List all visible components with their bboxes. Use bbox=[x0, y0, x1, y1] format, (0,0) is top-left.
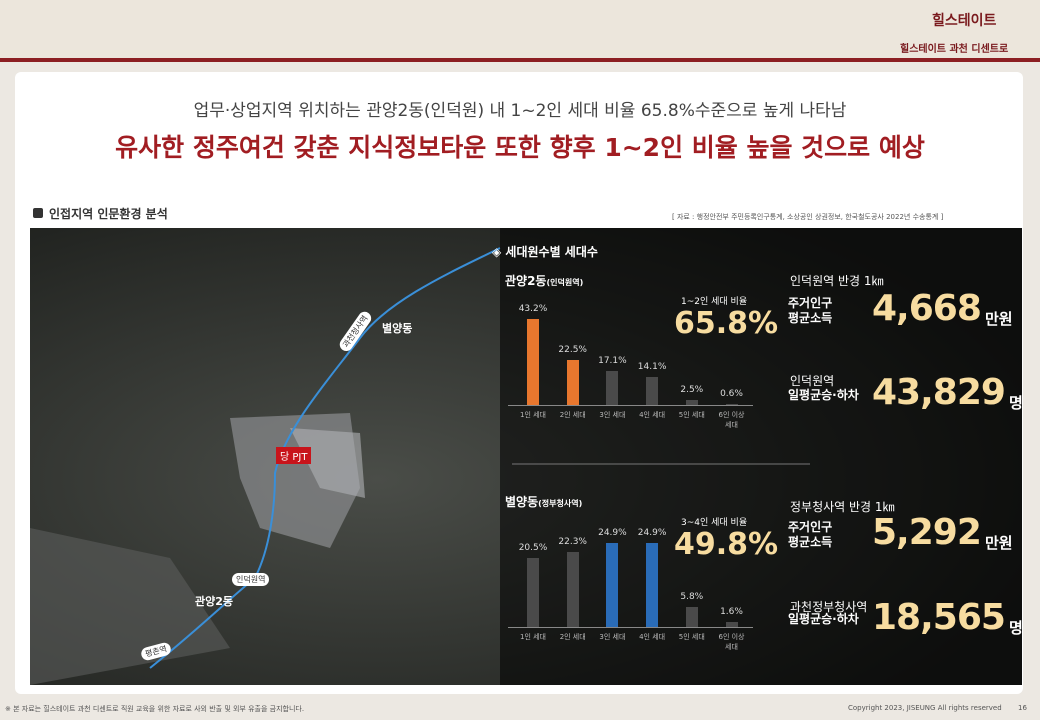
value-label: 24.9% bbox=[598, 528, 627, 539]
map-label: 별양동 bbox=[382, 322, 413, 335]
map-label: 당 PJT bbox=[276, 447, 312, 464]
section-title: 인접지역 인문환경 분석 bbox=[49, 207, 168, 221]
category-label: 2인 세대 bbox=[559, 411, 586, 419]
value-label: 24.9% bbox=[637, 528, 667, 539]
stat-label: 일평균승·하차 bbox=[788, 388, 859, 402]
chart-title: 관양2동(인덕원역) bbox=[505, 274, 584, 288]
bar bbox=[566, 551, 579, 627]
category-label: 3인 세대 bbox=[599, 411, 626, 419]
baseline bbox=[508, 405, 753, 406]
stat-unit: 명 bbox=[1009, 394, 1023, 412]
stat-unit: 만원 bbox=[985, 310, 1013, 328]
category-label: 6인 이상 세대 bbox=[718, 633, 745, 651]
map-label: 인덕원역 bbox=[232, 573, 270, 586]
value-label: 1.6% bbox=[720, 606, 743, 617]
value-label: 5.8% bbox=[680, 592, 704, 603]
copyright: Copyright 2023, JISEUNG All rights reser… bbox=[848, 704, 1002, 712]
source: [ 자료 : 행정안전부 주민등록인구통계, 소상공인 상권정보, 한국철도공사… bbox=[672, 213, 944, 221]
stat-value: 43,829 bbox=[872, 372, 1006, 413]
value-label: 43.2% bbox=[518, 303, 548, 314]
value-label: 20.5% bbox=[518, 542, 548, 553]
stat-label: 일평균승·하차 bbox=[788, 612, 859, 626]
value-label: 2.5% bbox=[680, 385, 704, 395]
value-label: 22.5% bbox=[558, 345, 587, 355]
category-label: 1인 세대 bbox=[520, 411, 546, 419]
bar bbox=[527, 557, 539, 627]
page-number: 16 bbox=[1018, 704, 1027, 712]
highlight-label: 1~2인 세대 비율 bbox=[681, 297, 748, 307]
value-label: 0.6% bbox=[720, 388, 743, 399]
stat-heading: 인덕원역 bbox=[790, 374, 835, 388]
bar bbox=[725, 621, 738, 627]
category-label: 5인 세대 bbox=[678, 411, 705, 419]
value-label: 22.3% bbox=[558, 536, 587, 547]
bullet bbox=[33, 208, 43, 218]
value-label: 14.1% bbox=[637, 361, 667, 372]
map-label: 관양2동 bbox=[195, 595, 234, 608]
highlight-value: 65.8% bbox=[674, 306, 779, 341]
chart-title-note: (정부청사역) bbox=[538, 499, 583, 508]
map bbox=[30, 228, 1022, 685]
panel-title: ◈ 세대원수별 세대수 bbox=[492, 245, 598, 259]
baseline bbox=[508, 627, 753, 628]
top-band bbox=[0, 0, 1040, 58]
highlight-value: 49.8% bbox=[674, 527, 779, 562]
stat-value: 5,292 bbox=[872, 512, 982, 553]
bar bbox=[685, 607, 698, 627]
footer-notice: ※ 본 자료는 힐스테이트 과천 디센트로 직원 교육을 위한 자료로 사외 반… bbox=[5, 705, 305, 713]
chart-title-note: (인덕원역) bbox=[546, 278, 584, 287]
bar bbox=[725, 403, 738, 405]
chart-title: 별양동(정부청사역) bbox=[505, 495, 583, 509]
headline-2: 유사한 정주여건 갖춘 지식정보타운 또한 향후 1~2인 비율 높을 것으로 … bbox=[115, 133, 925, 162]
bar bbox=[646, 376, 659, 405]
stat-heading: 인덕원역 반경 1㎞ bbox=[790, 274, 884, 288]
bar bbox=[606, 543, 619, 627]
stat-label: 주거인구 평균소득 bbox=[788, 520, 833, 549]
stat-label: 주거인구 평균소득 bbox=[788, 296, 833, 325]
stat-value: 18,565 bbox=[872, 597, 1006, 638]
category-label: 1인 세대 bbox=[520, 633, 546, 641]
category-label: 4인 세대 bbox=[639, 411, 666, 419]
bar bbox=[606, 370, 619, 405]
stat-unit: 만원 bbox=[985, 534, 1013, 552]
top-rule bbox=[0, 58, 1040, 62]
brand: 힐스테이트 bbox=[932, 13, 997, 29]
stat-value: 4,668 bbox=[872, 288, 982, 329]
headline-1: 업무·상업지역 위치하는 관양2동(인덕원) 내 1~2인 세대 비율 65.8… bbox=[193, 101, 847, 121]
bar bbox=[566, 360, 579, 405]
bar bbox=[646, 543, 659, 627]
category-label: 5인 세대 bbox=[678, 633, 705, 641]
stat-unit: 명 bbox=[1009, 619, 1023, 637]
value-label: 17.1% bbox=[598, 355, 627, 366]
stat-heading: 과천정부청사역 bbox=[790, 600, 868, 614]
stat-heading: 정부청사역 반경 1㎞ bbox=[790, 500, 895, 514]
category-label: 2인 세대 bbox=[559, 633, 586, 641]
category-label: 3인 세대 bbox=[599, 633, 626, 641]
brand-subtitle: 힐스테이트 과천 디센트로 bbox=[900, 44, 1009, 55]
highlight-label: 3~4인 세대 비율 bbox=[681, 518, 748, 528]
category-label: 4인 세대 bbox=[639, 633, 666, 641]
category-label: 6인 이상 세대 bbox=[718, 411, 745, 429]
bar bbox=[685, 400, 698, 405]
bar bbox=[527, 318, 539, 405]
